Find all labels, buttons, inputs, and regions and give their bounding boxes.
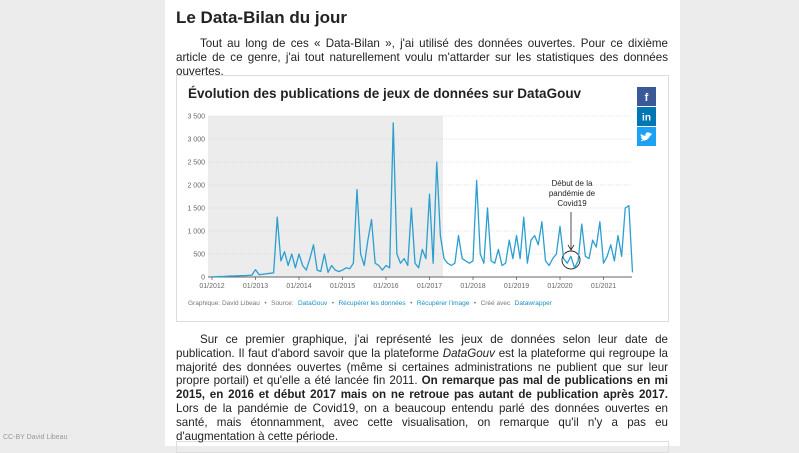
x-tick-label: 01/2019: [504, 283, 529, 290]
footer-link[interactable]: Récupérer les données: [338, 300, 406, 307]
footer-link[interactable]: Récupérer l'image: [417, 300, 470, 307]
chart-title: Évolution des publications de jeux de do…: [188, 86, 582, 101]
y-tick-label: 2 500: [187, 160, 205, 167]
body-paragraph: Sur ce premier graphique, j'ai représent…: [176, 333, 668, 443]
text-run: Lors de la pandémie de Covid19, on a bea…: [176, 401, 668, 443]
y-tick-label: 1 000: [187, 229, 205, 236]
x-tick-label: 01/2021: [591, 283, 616, 290]
footer-text: Graphique: David Libeau • Source: DataGo…: [188, 292, 553, 309]
y-tick-label: 3 500: [187, 114, 205, 121]
x-tick-label: 01/2016: [373, 283, 398, 290]
text-run: On remarque pas mal de publications en m…: [176, 374, 668, 402]
data-line: [212, 122, 634, 278]
annotation-circle: [561, 250, 581, 270]
footer-link[interactable]: DataGouv: [298, 300, 328, 307]
x-tick-label: 01/2020: [547, 283, 572, 290]
share-bar: f in: [637, 87, 656, 146]
text-run: est la plateforme qui regroupe la majori…: [176, 346, 668, 388]
annotation-line: pandémie de: [549, 189, 596, 198]
annotation-line: Covid19: [557, 199, 587, 208]
share-linkedin[interactable]: [637, 107, 656, 126]
y-tick-label: 500: [193, 252, 205, 259]
footer-part: Graphique: David Libeau: [188, 300, 260, 307]
footer-part: •: [264, 300, 267, 307]
share-linkedin-label: in: [642, 113, 651, 124]
twitter-icon: [640, 132, 652, 142]
footer-link[interactable]: Datawrapper: [515, 300, 553, 307]
chart-footer: Graphique: David Libeau • Source: DataGo…: [188, 292, 553, 309]
y-tick-label: 0: [201, 275, 205, 282]
x-tick-label: 01/2015: [330, 283, 355, 290]
footer-part: Créé avec: [481, 300, 511, 307]
footer-part: •: [332, 300, 335, 307]
x-tick-label: 01/2018: [460, 283, 485, 290]
footer-part: Source:: [271, 300, 294, 307]
x-tick-label: 01/2014: [286, 283, 311, 290]
footer-part: •: [474, 300, 477, 307]
y-tick-label: 1 500: [187, 206, 205, 213]
share-facebook-label: f: [645, 92, 649, 104]
annotation-line: Début de la: [552, 179, 593, 188]
highlight-area: [208, 116, 443, 277]
share-facebook[interactable]: [637, 87, 656, 106]
y-tick-label: 3 000: [187, 137, 205, 144]
footer-part: •: [410, 300, 413, 307]
x-tick-label: 01/2013: [243, 283, 268, 290]
article-heading: Le Data-Bilan du jour: [176, 8, 347, 27]
annotation-arrowhead: [567, 244, 575, 251]
x-tick-label: 01/2017: [417, 283, 442, 290]
annotation: Début de la pandémie de Covid19: [549, 179, 596, 270]
text-run: Sur ce premier graphique, j'ai représent…: [176, 333, 668, 360]
x-tick-label: 01/2012: [199, 283, 224, 290]
intro-paragraph: Tout au long de ces « Data-Bilan », j'ai…: [176, 37, 668, 78]
license: CC-BY David Libeau: [3, 434, 68, 441]
text-run: DataGouv: [442, 346, 495, 360]
y-tick-label: 2 000: [187, 183, 205, 190]
